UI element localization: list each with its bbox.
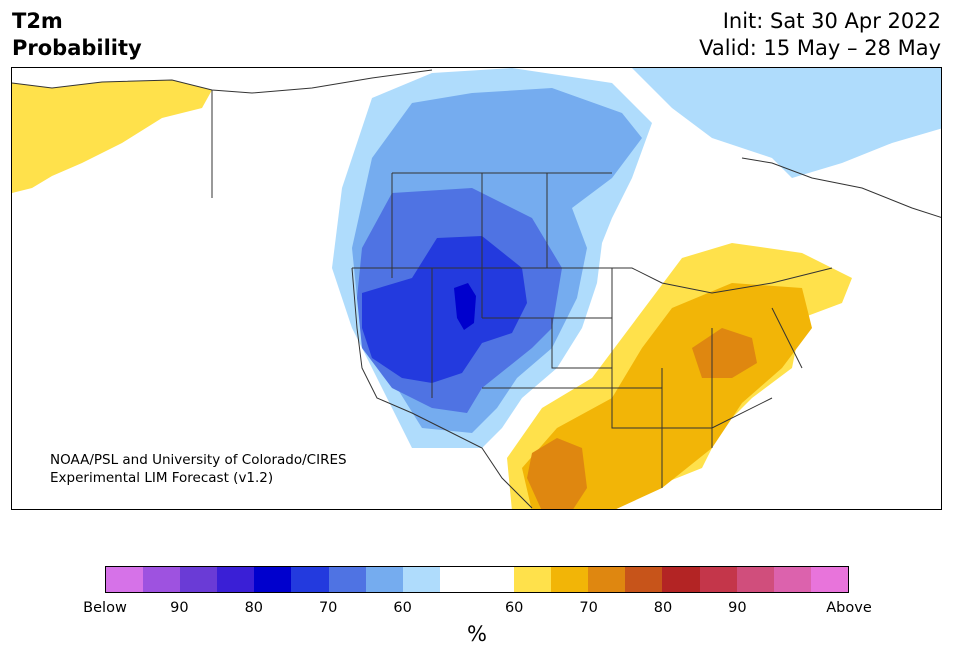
colorbar-tick-label: 90: [728, 600, 747, 616]
colorbar-cell: [699, 567, 737, 592]
colorbar-tick-label: Below: [83, 600, 127, 616]
colorbar-cell: [476, 567, 515, 592]
credit-text: NOAA/PSL and University of Colorado/CIRE…: [50, 451, 347, 487]
west-below90-area: [454, 283, 476, 330]
probability-map: NOAA/PSL and University of Colorado/CIRE…: [11, 67, 942, 510]
colorbar-cell: [328, 567, 366, 592]
colorbar-tick-label: 70: [318, 600, 338, 616]
colorbar-cell: [143, 567, 181, 592]
west-below80-area: [362, 236, 527, 383]
valid-range: Valid: 15 May – 28 May: [699, 36, 941, 60]
colorbar-tick-label: 80: [244, 600, 264, 616]
texas-above70-area: [527, 438, 587, 509]
colorbar-cell: [439, 567, 477, 592]
colorbar-unit-label: %: [467, 622, 487, 646]
colorbar-cell: [180, 567, 218, 592]
colorbar-cell: [291, 567, 329, 592]
alaska-above-area: [12, 80, 212, 193]
colorbar-cell: [551, 567, 589, 592]
colorbar-cell: [106, 567, 144, 592]
colorbar-tick-label: Above: [826, 600, 872, 616]
colorbar-cell: [773, 567, 811, 592]
map-title-line2: Probability: [12, 36, 142, 60]
colorbar-tick-label: 80: [653, 600, 673, 616]
colorbar-cell: [365, 567, 403, 592]
map-title-line1: T2m: [12, 9, 63, 33]
boundary-lines: [12, 69, 941, 509]
greenland-below50-area: [632, 68, 941, 178]
colorbar-cell: [402, 567, 440, 592]
init-date: Init: Sat 30 Apr 2022: [722, 9, 941, 33]
east-above70-area: [692, 328, 757, 378]
colorbar-cell: [662, 567, 700, 592]
probability-colorbar: [105, 566, 849, 593]
colorbar-cell: [625, 567, 663, 592]
map-title: T2m Probability: [12, 8, 142, 62]
colorbar-cell: [217, 567, 255, 592]
credit-line1: NOAA/PSL and University of Colorado/CIRE…: [50, 452, 347, 468]
colorbar-tick-label: 60: [504, 600, 524, 616]
colorbar-tick-label: 90: [170, 600, 189, 616]
colorbar-cell: [736, 567, 774, 592]
colorbar-cell: [588, 567, 626, 592]
credit-line2: Experimental LIM Forecast (v1.2): [50, 470, 274, 486]
colorbar-cell: [514, 567, 552, 592]
colorbar-cell: [254, 567, 292, 592]
colorbar-cell: [810, 567, 848, 592]
colorbar-tick-label: 70: [579, 600, 598, 616]
map-canvas: [12, 68, 941, 509]
run-info: Init: Sat 30 Apr 2022 Valid: 15 May – 28…: [699, 8, 941, 62]
colorbar-tick-label: 60: [393, 600, 412, 616]
